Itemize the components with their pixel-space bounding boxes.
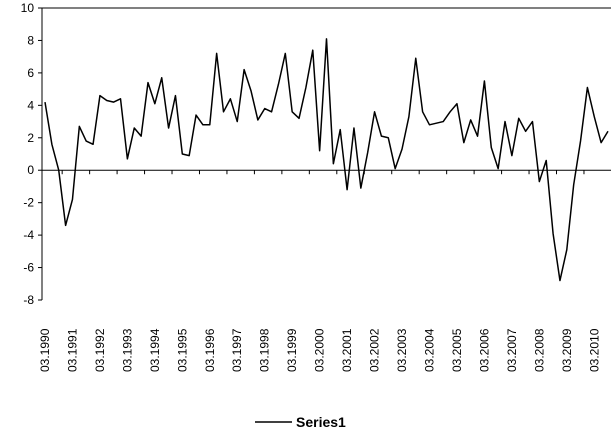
series-line-series1 (44, 38, 609, 282)
x-tick-label: 03.2007 (505, 328, 519, 372)
x-tick-label: 03.1993 (120, 328, 134, 372)
x-tick-label: 03.2003 (395, 328, 409, 372)
y-tick-label: 6 (27, 66, 34, 80)
y-tick-label: 4 (27, 98, 34, 112)
x-tick-label: 03.1996 (203, 328, 217, 372)
y-axis: -8 -6 -4 -2 0 2 4 6 8 10 (21, 1, 43, 307)
x-tick-label: 03.2005 (450, 328, 464, 372)
x-tick-label: 03.2000 (313, 328, 327, 372)
x-tick-label: 03.2004 (422, 328, 436, 372)
x-tick-label: 03.1998 (258, 328, 272, 372)
y-tick-label: -4 (23, 228, 34, 242)
plot-area (42, 7, 611, 282)
y-tick-label: 2 (27, 131, 34, 145)
y-tick-label: -6 (23, 261, 34, 275)
y-tick-label: 0 (27, 163, 34, 177)
x-tick-label: 03.1990 (38, 328, 52, 372)
x-tick-label: 03.2009 (560, 328, 574, 372)
x-tick-label: 03.1995 (175, 328, 189, 372)
y-tick-label: -2 (23, 196, 34, 210)
x-tick-label: 03.1994 (148, 328, 162, 372)
legend: Series1 (255, 414, 346, 430)
legend-label-series1: Series1 (296, 414, 346, 430)
x-axis: 03.1990 03.1991 03.1992 03.1993 03.1994 03.19… (38, 169, 611, 372)
y-tick-label: -8 (23, 293, 34, 307)
x-tick-label: 03.1997 (230, 328, 244, 372)
x-tick-label: 03.1992 (93, 328, 107, 372)
x-tick-label: 03.2001 (340, 328, 354, 372)
x-tick-label: 03.2002 (368, 328, 382, 372)
x-tick-label: 03.2010 (587, 328, 601, 372)
x-tick-label: 03.1991 (65, 328, 79, 372)
y-tick-label: 8 (27, 33, 34, 47)
y-tick-label: 10 (21, 1, 35, 15)
x-tick-label: 03.2006 (477, 328, 491, 372)
x-tick-label: 03.1999 (285, 328, 299, 372)
x-tick-label: 03.2008 (532, 328, 546, 372)
